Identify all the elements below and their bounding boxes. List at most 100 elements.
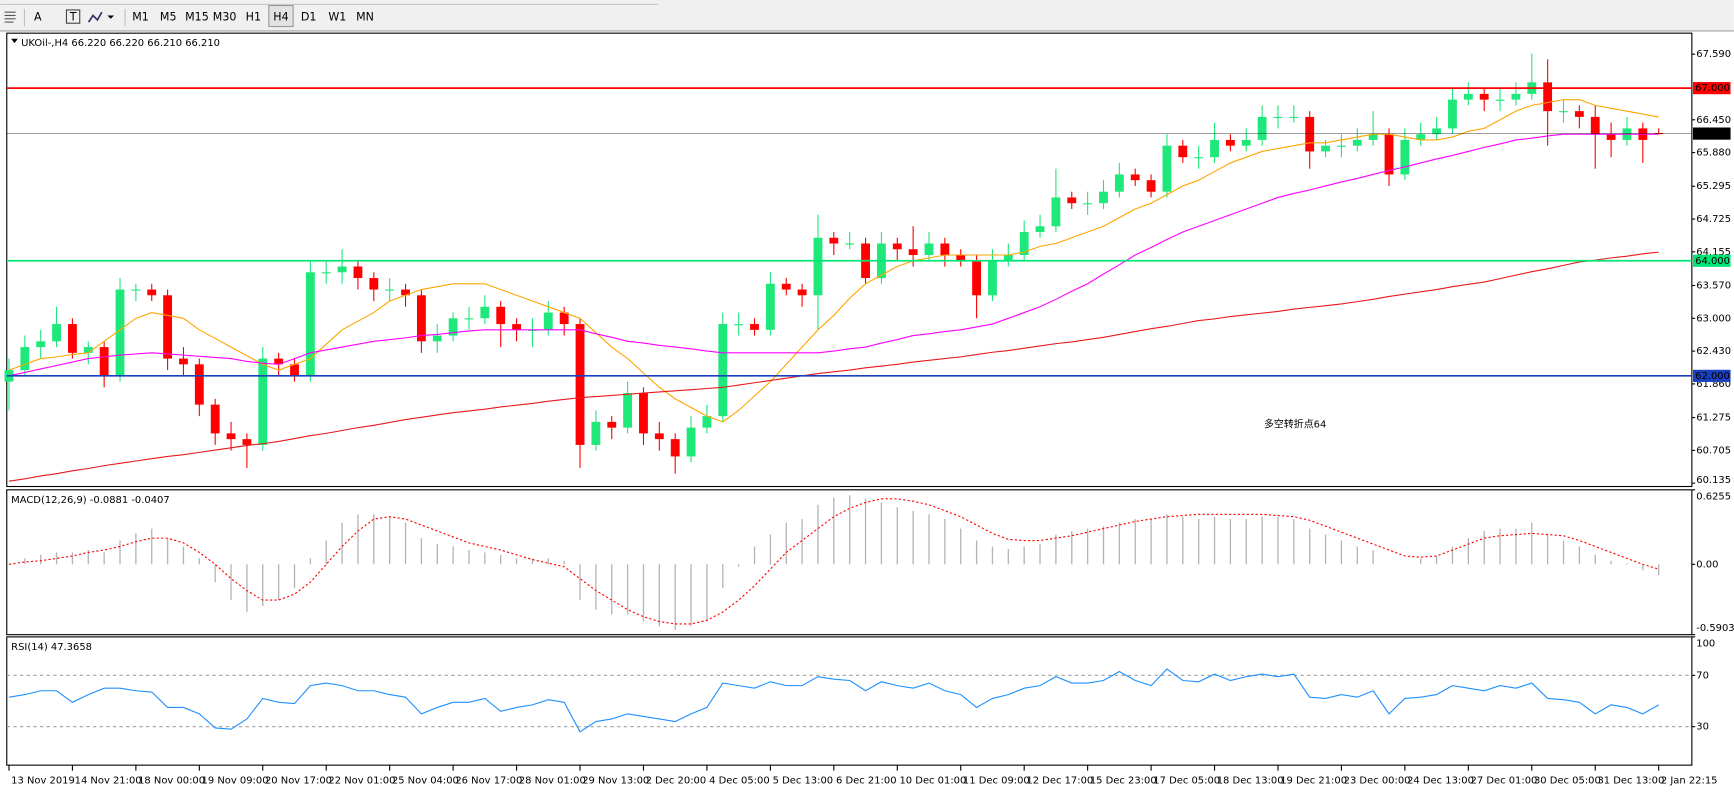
candle-body — [1463, 93, 1473, 100]
panel-title: RSI(14) 47.3658 — [11, 642, 92, 653]
toolbar-button[interactable]: M5 — [160, 11, 177, 24]
toolbar-button[interactable]: A — [34, 11, 42, 24]
candle-body — [956, 255, 966, 261]
x-tick-label: 18 Dec 13:00 — [1217, 776, 1284, 787]
candle-body — [1543, 82, 1553, 112]
y-tick-label: 0.6255 — [1696, 491, 1731, 502]
toolbar-button[interactable]: H1 — [246, 11, 261, 24]
candle-body — [972, 260, 982, 296]
objects-icon[interactable] — [87, 11, 115, 23]
x-tick-label: 2 Jan 22:15 — [1661, 776, 1718, 787]
candle-body — [1321, 145, 1330, 152]
x-tick-label: 25 Nov 04:00 — [392, 776, 459, 787]
candle-body — [1337, 145, 1346, 147]
candle-body — [337, 266, 347, 273]
candle-body — [290, 364, 299, 376]
candle-body — [1559, 111, 1568, 113]
candle-body — [1289, 116, 1299, 119]
button-frame — [65, 9, 81, 24]
toolbar-button[interactable]: T — [69, 11, 77, 24]
candle-body — [845, 243, 855, 245]
candle-body — [1511, 93, 1521, 100]
candle-body — [765, 283, 775, 330]
candle-body — [305, 272, 315, 376]
candle-body — [670, 439, 680, 457]
candle-body — [1083, 203, 1093, 205]
candle-body — [1352, 139, 1362, 146]
x-tick-label: 13 Nov 2019 — [11, 776, 75, 787]
x-tick-label: 2 Dec 20:00 — [646, 776, 707, 787]
toolbar-button[interactable]: M1 — [132, 11, 149, 24]
rsi-line — [8, 668, 1659, 733]
candle-body — [1003, 255, 1013, 261]
y-tick-label: 67.590 — [1696, 49, 1731, 60]
candle-body — [1162, 145, 1172, 192]
panel-title: UKOil-,H4 66.220 66.220 66.210 66.210 — [21, 38, 220, 49]
price-label-box — [1692, 127, 1731, 140]
candle-body — [353, 266, 363, 279]
candle-body — [242, 439, 252, 445]
y-tick-label: 63.570 — [1696, 281, 1731, 292]
candle-body — [718, 324, 728, 417]
candle-body — [654, 433, 664, 440]
toolbar-button[interactable]: M30 — [213, 11, 237, 24]
candle-body — [194, 364, 204, 405]
candle-body — [496, 306, 506, 325]
toolbar-button[interactable]: MN — [356, 11, 374, 24]
candle-body — [210, 404, 220, 434]
candle-body — [1305, 116, 1315, 152]
candle-body — [369, 278, 379, 290]
candle-body — [480, 306, 490, 319]
candle-body — [179, 358, 188, 365]
candle-body — [1194, 157, 1204, 159]
candle-body — [559, 312, 569, 325]
y-tick-label: 70 — [1696, 670, 1709, 681]
toolbar-button[interactable]: W1 — [328, 11, 346, 24]
panel-title: MACD(12,26,9) -0.0881 -0.0407 — [11, 495, 170, 506]
menu-icon[interactable] — [4, 11, 16, 23]
y-tick-label: 0.00 — [1696, 559, 1718, 570]
price-label: 67.000 — [1695, 83, 1730, 94]
candle-body — [734, 324, 744, 326]
candle-body — [1130, 174, 1140, 181]
candle-body — [543, 312, 553, 330]
candle-body — [1241, 139, 1251, 146]
candle-body — [163, 295, 173, 359]
toolbar-button[interactable]: M15 — [185, 11, 209, 24]
candle-body — [385, 289, 395, 291]
candle-body — [1273, 116, 1283, 119]
candle-body — [940, 243, 950, 256]
candle-body — [781, 283, 791, 290]
x-tick-label: 10 Dec 01:00 — [899, 776, 966, 787]
signal-line — [8, 498, 1659, 625]
x-tick-label: 28 Nov 01:00 — [519, 776, 586, 787]
toolbar-button[interactable]: H4 — [273, 11, 288, 24]
y-tick-label: 63.000 — [1696, 313, 1731, 324]
toolbar-button[interactable]: D1 — [301, 11, 317, 24]
x-tick-label: 29 Nov 13:00 — [582, 776, 649, 787]
candle-body — [1035, 226, 1045, 232]
moving-average — [8, 99, 1659, 423]
candle-body — [52, 324, 61, 342]
x-tick-label: 15 Dec 23:00 — [1090, 776, 1157, 787]
price-label: 66.210 — [1695, 129, 1730, 140]
x-tick-label: 26 Nov 17:00 — [455, 776, 522, 787]
y-tick-label: 65.295 — [1696, 181, 1731, 192]
moving-average — [8, 251, 1659, 482]
y-tick-label: 64.725 — [1696, 214, 1731, 225]
candle-body — [99, 347, 109, 376]
y-tick-label: 61.860 — [1696, 379, 1731, 390]
candle-body — [147, 289, 157, 296]
price-label: 62.000 — [1695, 371, 1730, 382]
candle-body — [639, 393, 648, 434]
candle-body — [1384, 134, 1394, 175]
x-tick-label: 22 Nov 01:00 — [328, 776, 395, 787]
price-label-box — [1692, 369, 1731, 382]
candle-body — [924, 243, 934, 256]
candle-body — [1479, 93, 1489, 100]
x-tick-label: 23 Dec 00:00 — [1344, 776, 1411, 787]
candle-body — [401, 289, 410, 296]
panel-frame — [6, 636, 1693, 766]
candle-body — [1051, 197, 1061, 227]
